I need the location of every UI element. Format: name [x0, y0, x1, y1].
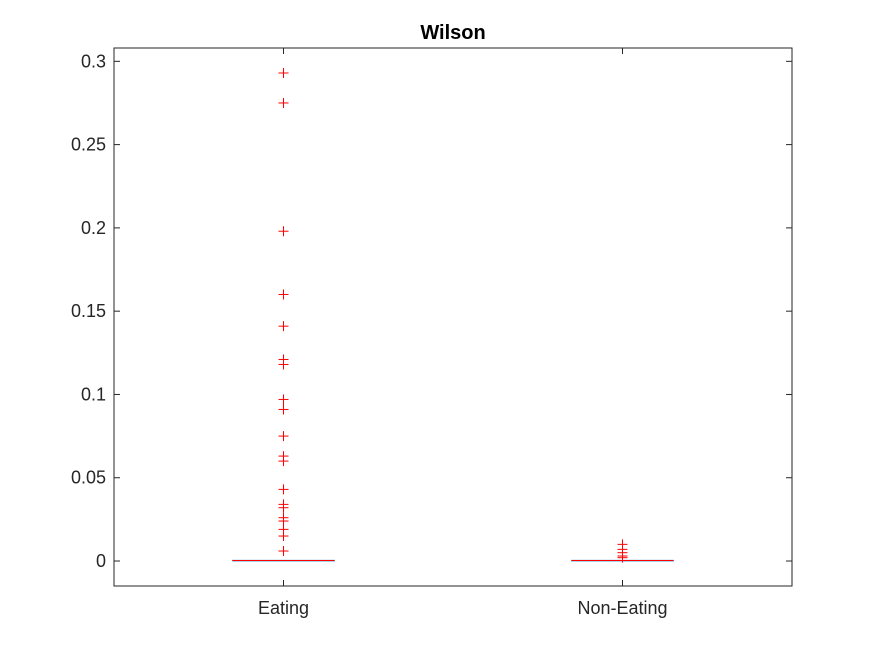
y-tick-label: 0.25 [71, 135, 106, 155]
outlier-marker [278, 67, 289, 78]
y-tick-label: 0 [96, 551, 106, 571]
outlier-marker [278, 456, 289, 467]
y-tick-label: 0.05 [71, 468, 106, 488]
y-tick-label: 0.1 [81, 384, 106, 404]
outlier-marker [278, 484, 289, 495]
x-axis: Eating Non-Eating [258, 48, 668, 618]
outlier-marker [278, 531, 289, 542]
y-axis: 0 0.05 0.1 0.15 0.2 0.25 0.3 [71, 51, 792, 571]
outlier-marker [278, 289, 289, 300]
outlier-marker [278, 502, 289, 513]
outlier-marker [617, 552, 628, 563]
outlier-marker [278, 97, 289, 108]
box-group-eating [232, 67, 335, 562]
plot-area-frame [113, 47, 793, 587]
y-tick-label: 0.15 [71, 301, 106, 321]
outlier-marker [278, 321, 289, 332]
outlier-marker [278, 394, 289, 405]
box-group-non-eating [571, 539, 674, 563]
outlier-marker [278, 431, 289, 442]
box-series [232, 67, 674, 563]
y-tick-label: 0.2 [81, 218, 106, 238]
chart-title: Wilson [420, 22, 485, 44]
outlier-marker [278, 404, 289, 415]
outlier-marker [278, 359, 289, 370]
x-tick-label: Eating [258, 598, 309, 618]
y-tick-label: 0.3 [81, 51, 106, 71]
x-tick-label: Non-Eating [577, 598, 667, 618]
outlier-marker [278, 226, 289, 237]
outlier-marker [278, 546, 289, 557]
